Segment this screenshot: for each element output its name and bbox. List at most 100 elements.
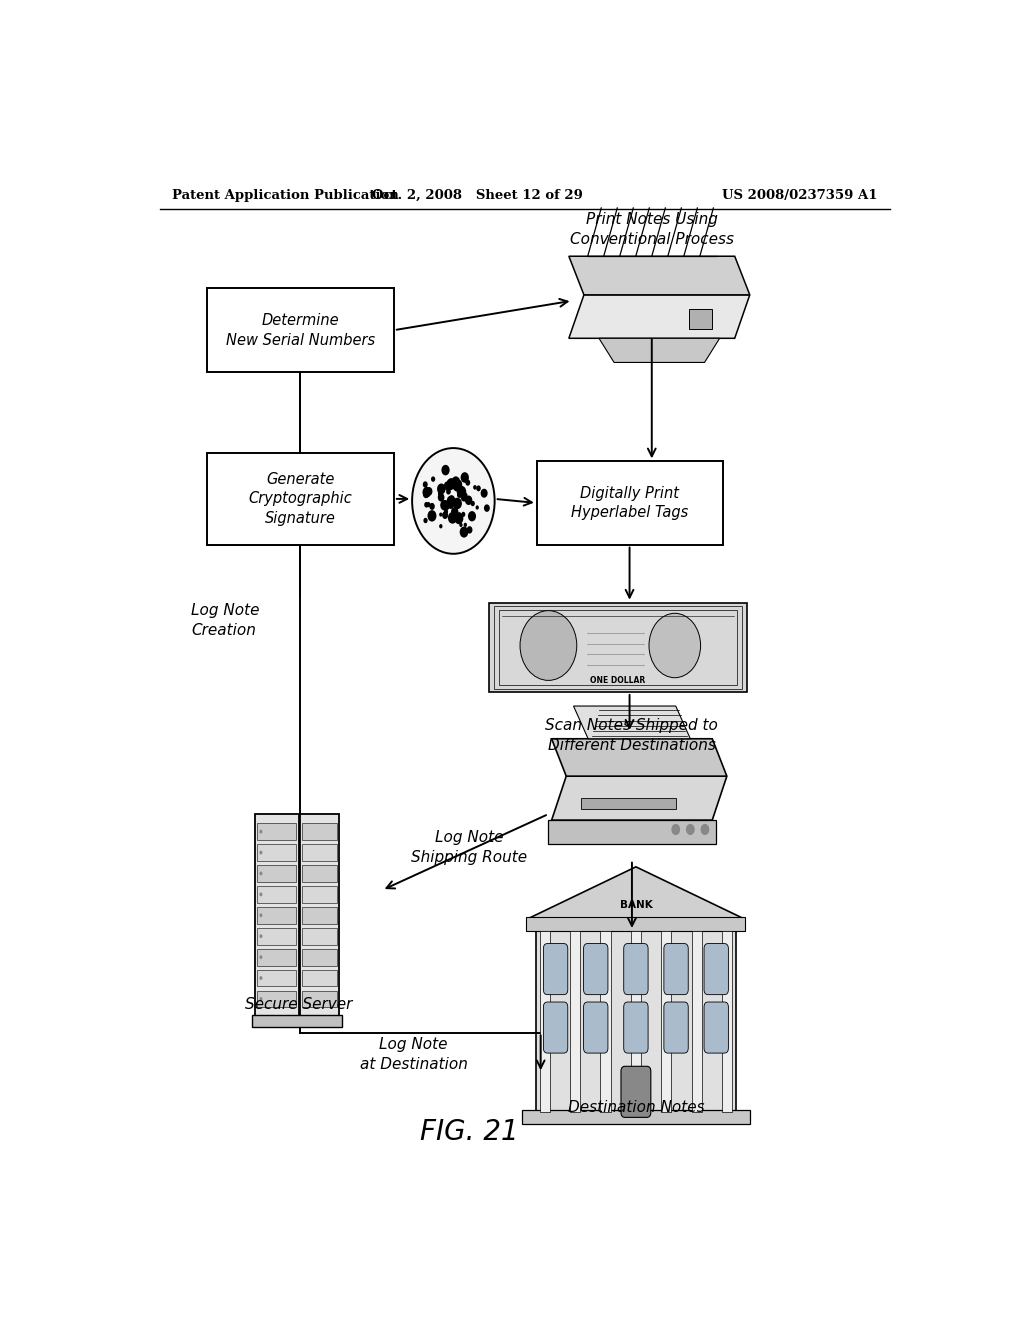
FancyBboxPatch shape — [548, 820, 716, 845]
Text: US 2008/0237359 A1: US 2008/0237359 A1 — [723, 189, 878, 202]
Circle shape — [438, 494, 444, 502]
Circle shape — [686, 824, 694, 836]
Circle shape — [449, 495, 455, 503]
Circle shape — [439, 524, 442, 528]
Circle shape — [461, 494, 467, 502]
Text: Log Note
Creation: Log Note Creation — [191, 603, 260, 639]
Circle shape — [455, 512, 463, 524]
Polygon shape — [569, 256, 750, 294]
Circle shape — [480, 488, 487, 498]
FancyBboxPatch shape — [522, 1110, 750, 1125]
FancyBboxPatch shape — [257, 824, 296, 840]
FancyBboxPatch shape — [540, 931, 550, 1113]
Circle shape — [447, 512, 457, 524]
FancyBboxPatch shape — [692, 931, 701, 1113]
Circle shape — [464, 523, 467, 527]
Circle shape — [442, 511, 449, 519]
Circle shape — [473, 484, 477, 490]
Circle shape — [471, 500, 475, 507]
Circle shape — [460, 486, 463, 491]
Circle shape — [259, 830, 262, 833]
FancyBboxPatch shape — [302, 949, 337, 965]
Circle shape — [453, 479, 462, 491]
FancyBboxPatch shape — [257, 928, 296, 945]
Circle shape — [459, 523, 463, 527]
Text: ONE DOLLAR: ONE DOLLAR — [591, 676, 646, 685]
FancyBboxPatch shape — [631, 931, 641, 1113]
Text: Log Note
Shipping Route: Log Note Shipping Route — [412, 830, 527, 865]
Circle shape — [446, 496, 455, 506]
FancyBboxPatch shape — [302, 928, 337, 945]
Circle shape — [468, 511, 476, 521]
Circle shape — [259, 892, 262, 896]
Circle shape — [437, 483, 445, 495]
FancyBboxPatch shape — [257, 949, 296, 965]
Text: Oct. 2, 2008   Sheet 12 of 29: Oct. 2, 2008 Sheet 12 of 29 — [372, 189, 583, 202]
Circle shape — [460, 527, 468, 537]
Text: BANK: BANK — [620, 900, 652, 911]
FancyBboxPatch shape — [257, 990, 296, 1007]
FancyBboxPatch shape — [624, 1002, 648, 1053]
Circle shape — [465, 495, 472, 506]
FancyBboxPatch shape — [544, 1002, 567, 1053]
FancyBboxPatch shape — [302, 886, 337, 903]
Circle shape — [446, 478, 456, 490]
Polygon shape — [573, 706, 690, 739]
FancyBboxPatch shape — [544, 944, 567, 995]
FancyBboxPatch shape — [705, 944, 728, 995]
Circle shape — [259, 997, 262, 1001]
Circle shape — [423, 491, 429, 498]
Circle shape — [259, 956, 262, 960]
FancyBboxPatch shape — [257, 865, 296, 882]
Circle shape — [429, 503, 435, 510]
Ellipse shape — [520, 611, 577, 680]
FancyBboxPatch shape — [489, 602, 748, 692]
Circle shape — [452, 477, 460, 487]
Polygon shape — [569, 294, 750, 338]
FancyBboxPatch shape — [689, 309, 712, 329]
Circle shape — [438, 492, 441, 496]
Text: Print Notes Using
Conventional Process: Print Notes Using Conventional Process — [569, 213, 734, 247]
Circle shape — [431, 477, 435, 482]
Text: Scan Notes Shipped to
Different Destinations: Scan Notes Shipped to Different Destinat… — [546, 718, 719, 754]
Circle shape — [443, 510, 449, 515]
FancyBboxPatch shape — [662, 931, 672, 1113]
Circle shape — [447, 500, 454, 510]
Circle shape — [423, 487, 431, 498]
Text: Destination Notes: Destination Notes — [567, 1100, 705, 1115]
Circle shape — [439, 512, 442, 516]
Ellipse shape — [649, 614, 700, 677]
Circle shape — [443, 482, 451, 490]
FancyBboxPatch shape — [257, 907, 296, 924]
Circle shape — [426, 492, 430, 496]
FancyBboxPatch shape — [257, 970, 296, 986]
Circle shape — [446, 479, 455, 490]
FancyBboxPatch shape — [581, 797, 676, 809]
FancyBboxPatch shape — [705, 1002, 728, 1053]
Polygon shape — [599, 338, 720, 363]
FancyBboxPatch shape — [207, 453, 394, 545]
FancyBboxPatch shape — [584, 1002, 608, 1053]
Circle shape — [457, 492, 462, 498]
Circle shape — [259, 935, 262, 939]
Text: Patent Application Publication: Patent Application Publication — [172, 189, 398, 202]
FancyBboxPatch shape — [252, 1015, 342, 1027]
FancyBboxPatch shape — [302, 865, 337, 882]
Circle shape — [426, 502, 430, 507]
Text: Log Note
at Destination: Log Note at Destination — [359, 1038, 468, 1072]
Circle shape — [452, 498, 457, 504]
Circle shape — [426, 487, 432, 496]
Text: Digitally Print
Hyperlabel Tags: Digitally Print Hyperlabel Tags — [571, 486, 688, 520]
Circle shape — [451, 507, 459, 516]
FancyBboxPatch shape — [255, 814, 299, 1016]
FancyBboxPatch shape — [302, 990, 337, 1007]
FancyBboxPatch shape — [302, 907, 337, 924]
Circle shape — [457, 486, 466, 498]
Circle shape — [453, 498, 462, 510]
Text: Generate
Cryptographic
Signature: Generate Cryptographic Signature — [249, 471, 352, 527]
FancyBboxPatch shape — [302, 824, 337, 840]
Circle shape — [461, 473, 469, 483]
Circle shape — [454, 502, 459, 508]
Circle shape — [465, 479, 470, 486]
FancyBboxPatch shape — [302, 970, 337, 986]
